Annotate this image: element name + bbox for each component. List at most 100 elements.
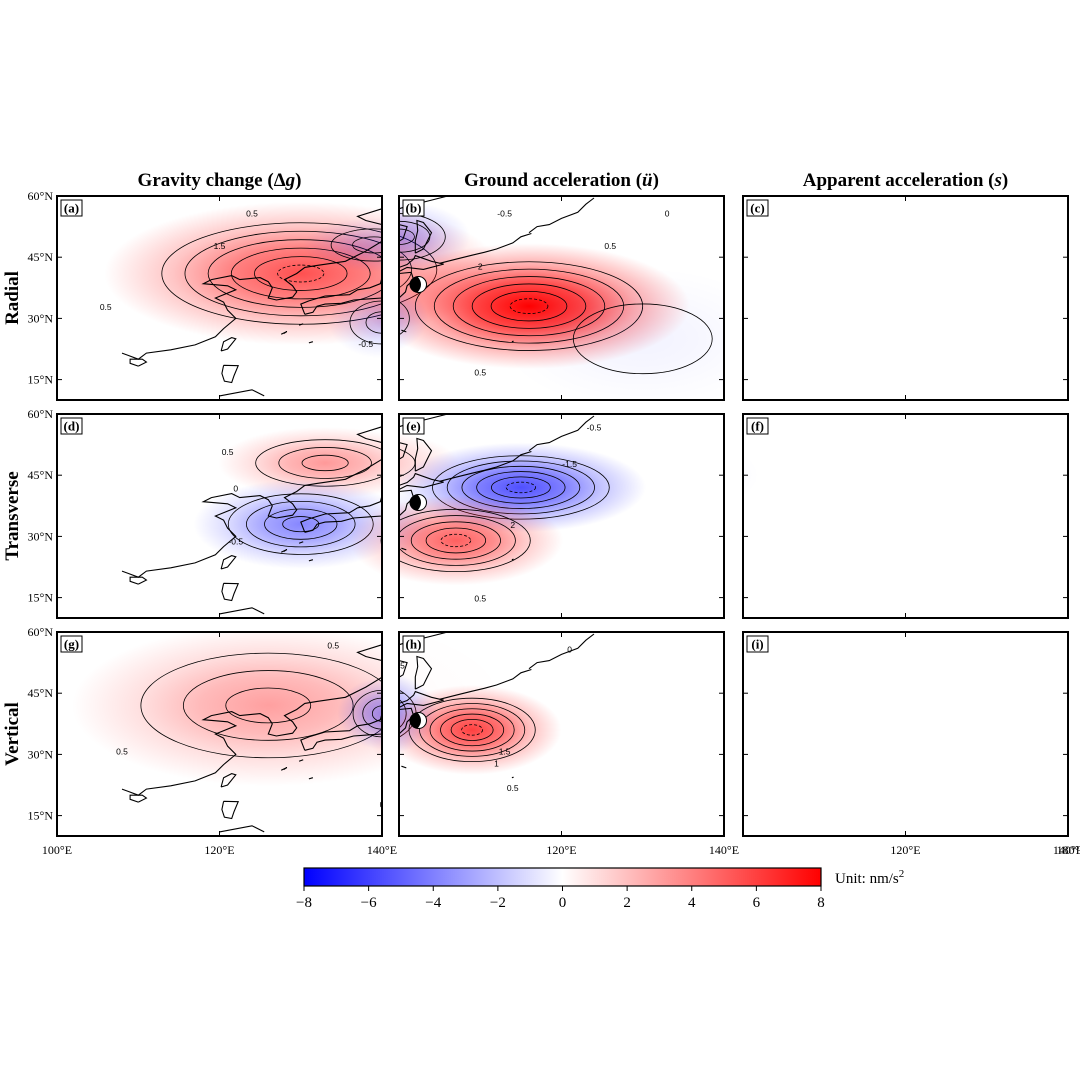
panel-label-box xyxy=(402,417,425,435)
contour-line xyxy=(277,264,325,283)
panel-label-box xyxy=(60,417,83,435)
coastline xyxy=(129,794,148,803)
coastline xyxy=(439,232,532,264)
contour-label: 2 xyxy=(510,520,515,530)
coastline xyxy=(399,707,415,735)
coastline xyxy=(399,271,415,299)
coastline xyxy=(298,541,304,544)
map-panel-c: 0.5010.5-0.500.52(c) xyxy=(742,195,1069,401)
map-panel-d: 0.5-0.5-0.50-0.50.5001.5(d)60°N45°N30°N1… xyxy=(28,407,383,619)
lat-tick-label: 60°N xyxy=(28,625,54,639)
negative-anomaly xyxy=(328,286,382,359)
row-title-radial: Radial xyxy=(2,271,23,325)
panel-label-box xyxy=(402,199,425,217)
coastline xyxy=(401,765,407,769)
map-background xyxy=(743,414,1068,618)
contour-line xyxy=(352,689,382,738)
lat-tick-label: 30°N xyxy=(28,747,54,761)
map-panel-h: 0.5-0.51.510.50(h) xyxy=(393,631,725,837)
contour-line xyxy=(230,247,371,300)
map-panel-i: -0.5-10-0.50-0.5-1-1-0.5(i) xyxy=(742,631,1069,837)
coastline xyxy=(298,759,304,762)
contour-line xyxy=(278,447,372,479)
contour-line xyxy=(254,256,348,291)
coastline xyxy=(129,576,148,585)
contour-label: 0.5 xyxy=(116,746,128,756)
lon-tick-label: 100°E xyxy=(42,843,72,857)
negative-anomaly xyxy=(399,200,471,273)
contour-line xyxy=(365,311,382,334)
coastline xyxy=(220,555,237,570)
column-title-2: Ground acceleration (ü) xyxy=(464,170,659,191)
coastline xyxy=(308,777,314,780)
lon-tick-label: 120°E xyxy=(204,843,234,857)
coastline xyxy=(439,450,532,482)
coastline xyxy=(298,323,304,326)
contour-label: -0.5 xyxy=(358,339,373,349)
panel-label: (i) xyxy=(751,637,763,652)
coastline xyxy=(384,330,389,332)
map-panel-g: 0.5-0.51.50.52100.5(g)60°N45°N30°N15°N xyxy=(28,625,385,837)
colorbar-tick-label: 6 xyxy=(753,895,761,911)
negative-anomaly xyxy=(499,267,724,400)
panel-label-box xyxy=(746,635,769,653)
unit-label: Unit: nm/s2 xyxy=(835,868,904,887)
contour-line xyxy=(399,515,516,566)
coastline xyxy=(308,559,314,562)
lon-tick-label: 140°E xyxy=(709,843,739,857)
map-panel-f: -0.5-0.50.50.5(f) xyxy=(742,413,1069,619)
contour-label: 1.5 xyxy=(499,746,511,756)
lat-tick-label: 15°N xyxy=(28,373,54,387)
coastline xyxy=(300,490,382,533)
contour-line xyxy=(371,705,382,722)
contour-label: -0.5 xyxy=(497,208,512,218)
coastline xyxy=(528,633,595,670)
coastline xyxy=(511,340,514,343)
negative-anomaly xyxy=(193,479,382,570)
coastline xyxy=(399,489,415,517)
negative-anomaly xyxy=(743,452,760,498)
lat-tick-label: 45°N xyxy=(28,686,54,700)
contour-label: 0.5 xyxy=(474,368,486,378)
coastline xyxy=(401,547,407,551)
panel-label-box xyxy=(60,635,83,653)
lat-tick-label: 45°N xyxy=(28,468,54,482)
panel-label-box xyxy=(60,199,83,217)
coastline xyxy=(528,197,595,234)
contour-label: 1 xyxy=(494,759,499,769)
coastline xyxy=(221,582,240,602)
contour-line xyxy=(301,454,349,472)
colorbar-tick-label: −4 xyxy=(425,895,441,911)
contour-line xyxy=(184,230,382,317)
contour-line xyxy=(440,533,472,548)
colorbar-tick-label: 4 xyxy=(688,895,696,911)
contour-label: 0 xyxy=(380,799,385,809)
coastline xyxy=(300,272,382,315)
contour-line xyxy=(476,471,566,504)
column-title-3: Apparent acceleration (s) xyxy=(803,170,1008,191)
panel-label: (h) xyxy=(406,637,422,652)
coastline xyxy=(401,329,407,333)
panel-label: (c) xyxy=(750,201,764,216)
contour-label: 0.5 xyxy=(222,447,234,457)
coastline xyxy=(511,558,514,561)
contour-line xyxy=(352,236,382,254)
coastline xyxy=(220,773,237,788)
negative-anomaly xyxy=(399,286,429,351)
coastline xyxy=(219,825,265,833)
coastline xyxy=(219,389,265,397)
coastline xyxy=(220,337,237,352)
colorbar xyxy=(303,867,822,887)
panel-label-box xyxy=(746,199,769,217)
contour-label: 0.5 xyxy=(393,661,405,671)
contour-label: 1.5 xyxy=(214,241,226,251)
map-panel-b: 000.51.5-0.5-0.50.50.52(b) xyxy=(398,195,725,401)
lat-tick-label: 15°N xyxy=(28,591,54,605)
contour-line xyxy=(572,303,713,375)
coastline xyxy=(221,800,240,820)
contour-line xyxy=(330,228,382,262)
coastline xyxy=(399,690,444,708)
contour-line xyxy=(349,300,382,345)
